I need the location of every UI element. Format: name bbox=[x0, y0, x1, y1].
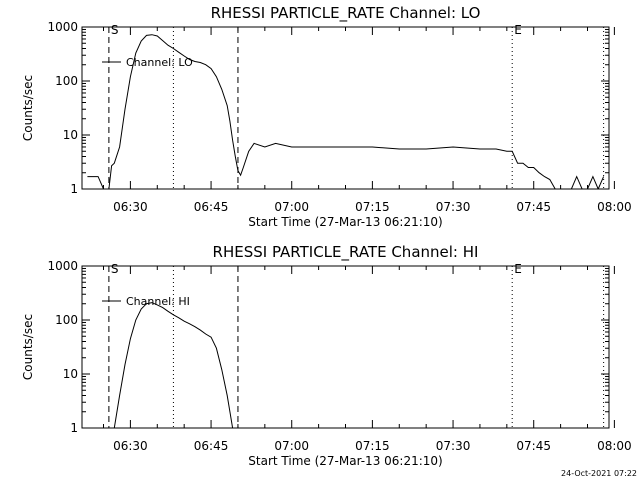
footer-timestamp: 24-Oct-2021 07:22 bbox=[561, 469, 637, 478]
y-tick-label: 1000 bbox=[47, 259, 78, 273]
end-marker-label: E bbox=[514, 23, 522, 37]
x-axis-label: Start Time (27-Mar-13 06:21:10) bbox=[248, 215, 442, 229]
x-tick-label: 07:00 bbox=[274, 200, 309, 214]
x-tick-label: 07:30 bbox=[436, 200, 471, 214]
chart-title: RHESSI PARTICLE_RATE Channel: LO bbox=[211, 4, 481, 23]
series-line bbox=[113, 302, 234, 428]
chart-title: RHESSI PARTICLE_RATE Channel: HI bbox=[213, 243, 479, 262]
x-tick-label: 08:00 bbox=[597, 200, 632, 214]
x-tick-label: 08:00 bbox=[597, 439, 632, 453]
x-tick-label: 07:45 bbox=[516, 439, 551, 453]
x-tick-label: 07:15 bbox=[355, 200, 390, 214]
y-axis-label: Counts/sec bbox=[21, 75, 35, 141]
y-tick-label: 1 bbox=[70, 421, 78, 435]
y-axis-label: Counts/sec bbox=[21, 314, 35, 380]
x-tick-label: 07:15 bbox=[355, 439, 390, 453]
x-tick-label: 06:30 bbox=[113, 200, 148, 214]
y-tick-label: 100 bbox=[55, 74, 78, 88]
legend-label: Channel: HI bbox=[126, 295, 190, 308]
x-tick-label: 06:30 bbox=[113, 439, 148, 453]
x-tick-label: 07:45 bbox=[516, 200, 551, 214]
y-tick-label: 10 bbox=[63, 128, 78, 142]
x-tick-label: 06:45 bbox=[194, 439, 229, 453]
chart-panel-hi: RHESSI PARTICLE_RATE Channel: HI 06:30 06:… bbox=[21, 243, 632, 468]
start-marker-label: S bbox=[111, 262, 119, 276]
start-marker-label: S bbox=[111, 23, 119, 37]
y-tick-label: 100 bbox=[55, 313, 78, 327]
x-axis-label: Start Time (27-Mar-13 06:21:10) bbox=[248, 454, 442, 468]
y-tick-label: 10 bbox=[63, 367, 78, 381]
x-tick-label: 07:30 bbox=[436, 439, 471, 453]
x-tick-label: 07:00 bbox=[274, 439, 309, 453]
y-tick-label: 1000 bbox=[47, 20, 78, 34]
series-line bbox=[87, 34, 605, 189]
y-tick-label: 1 bbox=[70, 182, 78, 196]
chart-panel-lo: RHESSI PARTICLE_RATE Channel: LO 06:30 06:… bbox=[21, 4, 632, 229]
end-marker-label: E bbox=[514, 262, 522, 276]
legend-label: Channel: LO bbox=[126, 56, 193, 69]
x-tick-label: 06:45 bbox=[194, 200, 229, 214]
